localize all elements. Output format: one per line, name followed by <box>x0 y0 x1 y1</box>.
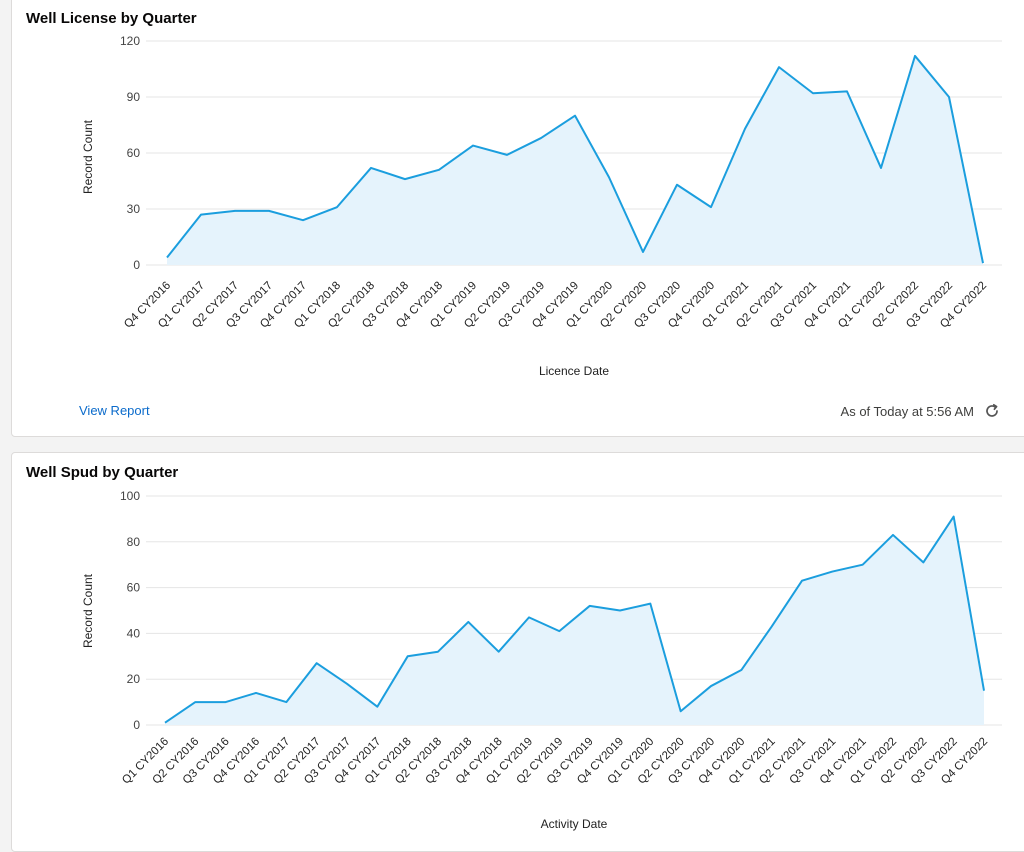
x-axis-title: Licence Date <box>539 364 609 378</box>
y-tick-label: 30 <box>127 202 141 216</box>
data-point[interactable] <box>313 659 321 667</box>
data-point[interactable] <box>950 513 958 521</box>
data-point[interactable] <box>373 703 381 711</box>
data-point[interactable] <box>434 648 442 656</box>
data-point[interactable] <box>586 602 594 610</box>
data-point[interactable] <box>919 558 927 566</box>
data-point[interactable] <box>707 682 715 690</box>
data-point[interactable] <box>980 687 988 695</box>
data-point[interactable] <box>828 568 836 576</box>
data-point[interactable] <box>495 648 503 656</box>
y-tick-label: 100 <box>120 489 140 503</box>
data-point[interactable] <box>889 531 897 539</box>
series-line <box>164 515 985 724</box>
data-point[interactable] <box>859 561 867 569</box>
data-point[interactable] <box>555 627 563 635</box>
data-point[interactable] <box>282 698 290 706</box>
chart-title: Well License by Quarter <box>26 10 197 27</box>
series-line <box>166 54 984 264</box>
y-tick-label: 40 <box>127 626 141 640</box>
data-point[interactable] <box>616 607 624 615</box>
data-point[interactable] <box>404 652 412 660</box>
data-point[interactable] <box>768 623 776 631</box>
data-point[interactable] <box>646 600 654 608</box>
y-tick-label: 90 <box>127 90 141 104</box>
data-point[interactable] <box>161 719 169 727</box>
y-axis-title: Record Count <box>81 573 95 648</box>
data-point[interactable] <box>525 613 533 621</box>
data-point[interactable] <box>191 698 199 706</box>
data-point[interactable] <box>798 577 806 585</box>
data-point[interactable] <box>737 666 745 674</box>
refresh-status: As of Today at 5:56 AM <box>841 403 1000 419</box>
y-axis-title: Record Count <box>81 119 95 194</box>
y-tick-label: 80 <box>127 535 141 549</box>
data-point[interactable] <box>222 698 230 706</box>
series-area <box>165 516 984 725</box>
y-tick-label: 120 <box>120 34 140 48</box>
data-point[interactable] <box>464 618 472 626</box>
data-point[interactable] <box>343 680 351 688</box>
y-tick-label: 0 <box>133 258 140 272</box>
data-point[interactable] <box>252 689 260 697</box>
y-tick-label: 20 <box>127 672 141 686</box>
y-tick-label: 60 <box>127 581 141 595</box>
data-point[interactable] <box>677 707 685 715</box>
y-tick-label: 0 <box>133 718 140 732</box>
view-report-link[interactable]: View Report <box>79 403 150 418</box>
x-axis-title: Activity Date <box>541 817 608 831</box>
series-area <box>167 55 983 265</box>
y-tick-label: 60 <box>127 146 141 160</box>
chart-title: Well Spud by Quarter <box>26 464 179 481</box>
refresh-icon[interactable] <box>984 403 1000 419</box>
last-refreshed-text: As of Today at 5:56 AM <box>840 403 974 419</box>
